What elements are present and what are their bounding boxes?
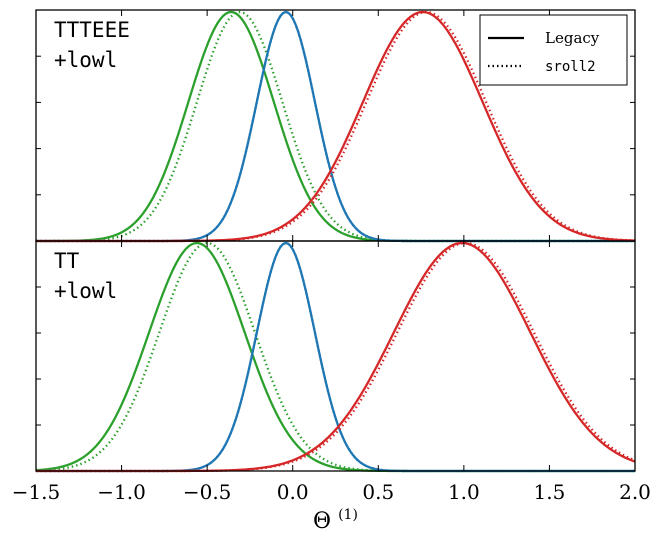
x-tick-label: −1.0 xyxy=(97,480,146,504)
curve-red-legacy xyxy=(36,241,636,473)
legend-label-legacy: Legacy xyxy=(545,29,600,47)
curve-blue-sroll2 xyxy=(36,241,635,473)
x-axis-label-superscript: (1) xyxy=(338,507,358,523)
panel-label-line1: TTTEEE xyxy=(54,18,130,42)
x-tick-label: 0.0 xyxy=(277,480,309,504)
curve-red-sroll2 xyxy=(36,241,636,473)
curve-green-sroll2 xyxy=(35,241,635,473)
x-tick-label: −0.5 xyxy=(183,480,232,504)
x-axis-label: Θ (1) xyxy=(313,507,358,534)
legend-label-sroll2: sroll2 xyxy=(545,59,596,75)
x-tick-label: 2.0 xyxy=(619,480,651,504)
x-tick-label: 1.5 xyxy=(534,480,566,504)
legend: Legacy sroll2 xyxy=(479,14,628,86)
legend-box xyxy=(479,14,628,86)
panel-curves xyxy=(35,241,636,473)
x-axis-label-main: Θ xyxy=(313,509,331,534)
y-ticks xyxy=(36,10,635,241)
panel-label-line2: +lowl xyxy=(54,279,117,303)
x-tick-label: −1.5 xyxy=(12,480,61,504)
panel-tt-lowl: TT +lowl xyxy=(35,240,636,473)
panel-label-line2: +lowl xyxy=(54,48,117,72)
panel-label-line1: TT xyxy=(54,249,80,273)
x-axis: −1.5 −1.0 −0.5 0.0 0.5 1.0 1.5 2.0 xyxy=(12,480,651,504)
x-tick-label: 0.5 xyxy=(362,480,394,504)
panel-frame xyxy=(35,240,636,472)
curve-green-legacy xyxy=(35,241,635,473)
curve-blue-legacy xyxy=(36,241,635,473)
y-ticks xyxy=(36,241,635,471)
x-tick-label: 1.0 xyxy=(448,480,480,504)
